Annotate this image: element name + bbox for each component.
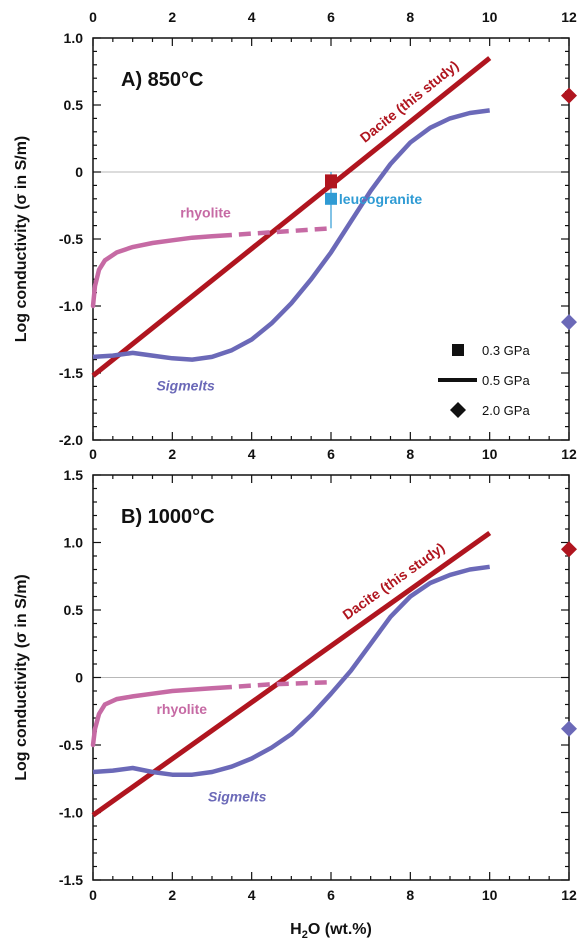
legend: 0.3 GPa 0.5 GPa 2.0 GPa bbox=[438, 343, 530, 418]
legend-square-icon bbox=[452, 344, 464, 356]
x-axis-label-rest: O (wt.%) bbox=[308, 921, 372, 938]
panel-b-label: B) 1000°C bbox=[121, 506, 215, 528]
x-tick-label: 6 bbox=[327, 446, 335, 462]
panel-b-axes: 0 2 4 6 8 10 12 -1.5 -1.0 -0.5 0 0.5 1.0 1.5 bbox=[59, 467, 577, 903]
x-tick-label: 0 bbox=[89, 446, 97, 462]
rhyolite-dashed-line bbox=[219, 226, 332, 239]
dacite-line bbox=[91, 56, 492, 378]
legend-label-05gpa: 0.5 GPa bbox=[482, 373, 530, 388]
y-tick-label: -0.5 bbox=[59, 737, 83, 753]
x-tick-label-top: 12 bbox=[561, 9, 577, 25]
y-tick-label: 0 bbox=[75, 164, 83, 180]
rhyolite-solid-line bbox=[90, 685, 223, 748]
panel-b-sigmelts-label: Sigmelts bbox=[208, 789, 267, 805]
legend-diamond-icon bbox=[450, 402, 466, 418]
sigmelts-diamond-marker bbox=[561, 720, 577, 737]
panel-a-leucogranite-label: leucogranite bbox=[339, 191, 422, 207]
y-tick-label: -1.5 bbox=[59, 365, 83, 381]
dacite-03gpa-marker bbox=[325, 174, 337, 189]
dacite-diamond-marker bbox=[561, 87, 577, 104]
sigmelts-diamond-marker bbox=[561, 314, 577, 331]
panel-a-sigmelts-label: Sigmelts bbox=[156, 377, 215, 393]
x-axis-label-sub: 2 bbox=[302, 929, 308, 941]
x-tick-label: 4 bbox=[248, 887, 256, 903]
panel-a-label: A) 850°C bbox=[121, 69, 203, 91]
y-tick-label: -1.0 bbox=[59, 805, 83, 821]
x-tick-label-top: 8 bbox=[406, 9, 414, 25]
dacite-diamond-marker bbox=[561, 541, 577, 558]
rhyolite-solid-line bbox=[90, 233, 223, 309]
x-tick-label-top: 0 bbox=[89, 9, 97, 25]
x-tick-label: 12 bbox=[561, 887, 577, 903]
x-tick-label: 0 bbox=[89, 887, 97, 903]
legend-label-20gpa: 2.0 GPa bbox=[482, 403, 530, 418]
x-tick-label-top: 6 bbox=[327, 9, 335, 25]
panel-a-rhyolite-label: rhyolite bbox=[180, 205, 231, 221]
sigmelts-line bbox=[92, 108, 490, 362]
x-tick-label: 12 bbox=[561, 446, 577, 462]
panel-a-axes: 0 0 2 2 4 4 6 6 8 8 10 10 12 12 -2.0 -1.5 -1.0 -0.5 0 0.5 1.… bbox=[59, 9, 577, 462]
dacite-line bbox=[91, 530, 492, 818]
y-tick-label: -2.0 bbox=[59, 432, 83, 448]
panel-b-y-axis-label: Log conductivity (σ in S/m) bbox=[13, 574, 30, 781]
x-tick-label: 8 bbox=[406, 887, 414, 903]
leucogranite-marker bbox=[325, 192, 337, 205]
sigmelts-line bbox=[92, 564, 491, 777]
y-tick-label: -1.0 bbox=[59, 298, 83, 314]
x-tick-label: 10 bbox=[482, 887, 498, 903]
y-tick-label: 0.5 bbox=[64, 602, 84, 618]
panel-a: 0 0 2 2 4 4 6 6 8 8 10 10 12 12 -2.0 -1.5 -1.0 -0.5 0 0.5 1.… bbox=[13, 9, 577, 462]
y-tick-label: 1.5 bbox=[64, 467, 84, 483]
x-tick-label: 8 bbox=[406, 446, 414, 462]
legend-label-03gpa: 0.3 GPa bbox=[482, 343, 530, 358]
y-tick-label: 1.0 bbox=[64, 535, 84, 551]
rhyolite-dashed-line bbox=[219, 679, 332, 691]
y-tick-label: 1.0 bbox=[64, 30, 84, 46]
x-axis-label-main: H bbox=[290, 921, 302, 938]
panel-a-series bbox=[90, 56, 577, 378]
x-axis-label: H2O (wt.%) bbox=[290, 921, 372, 941]
x-tick-label: 2 bbox=[168, 887, 176, 903]
x-tick-label: 6 bbox=[327, 887, 335, 903]
x-tick-label: 10 bbox=[482, 446, 498, 462]
y-tick-label: -0.5 bbox=[59, 231, 83, 247]
x-tick-label: 4 bbox=[248, 446, 256, 462]
x-tick-label-top: 2 bbox=[168, 9, 176, 25]
x-tick-label-top: 10 bbox=[482, 9, 498, 25]
panel-b: 0 2 4 6 8 10 12 -1.5 -1.0 -0.5 0 0.5 1.0 1.5 B) 1000°… bbox=[13, 467, 577, 903]
y-tick-label: -1.5 bbox=[59, 872, 83, 888]
y-tick-label: 0 bbox=[75, 670, 83, 686]
panel-a-y-axis-label: Log conductivity (σ in S/m) bbox=[13, 136, 30, 343]
y-tick-label: 0.5 bbox=[64, 97, 84, 113]
panel-a-dacite-label: Dacite (this study) bbox=[357, 57, 462, 145]
x-tick-label-top: 4 bbox=[248, 9, 256, 25]
x-tick-label: 2 bbox=[168, 446, 176, 462]
panel-b-rhyolite-label: rhyolite bbox=[156, 701, 207, 717]
panel-b-series bbox=[90, 530, 577, 818]
